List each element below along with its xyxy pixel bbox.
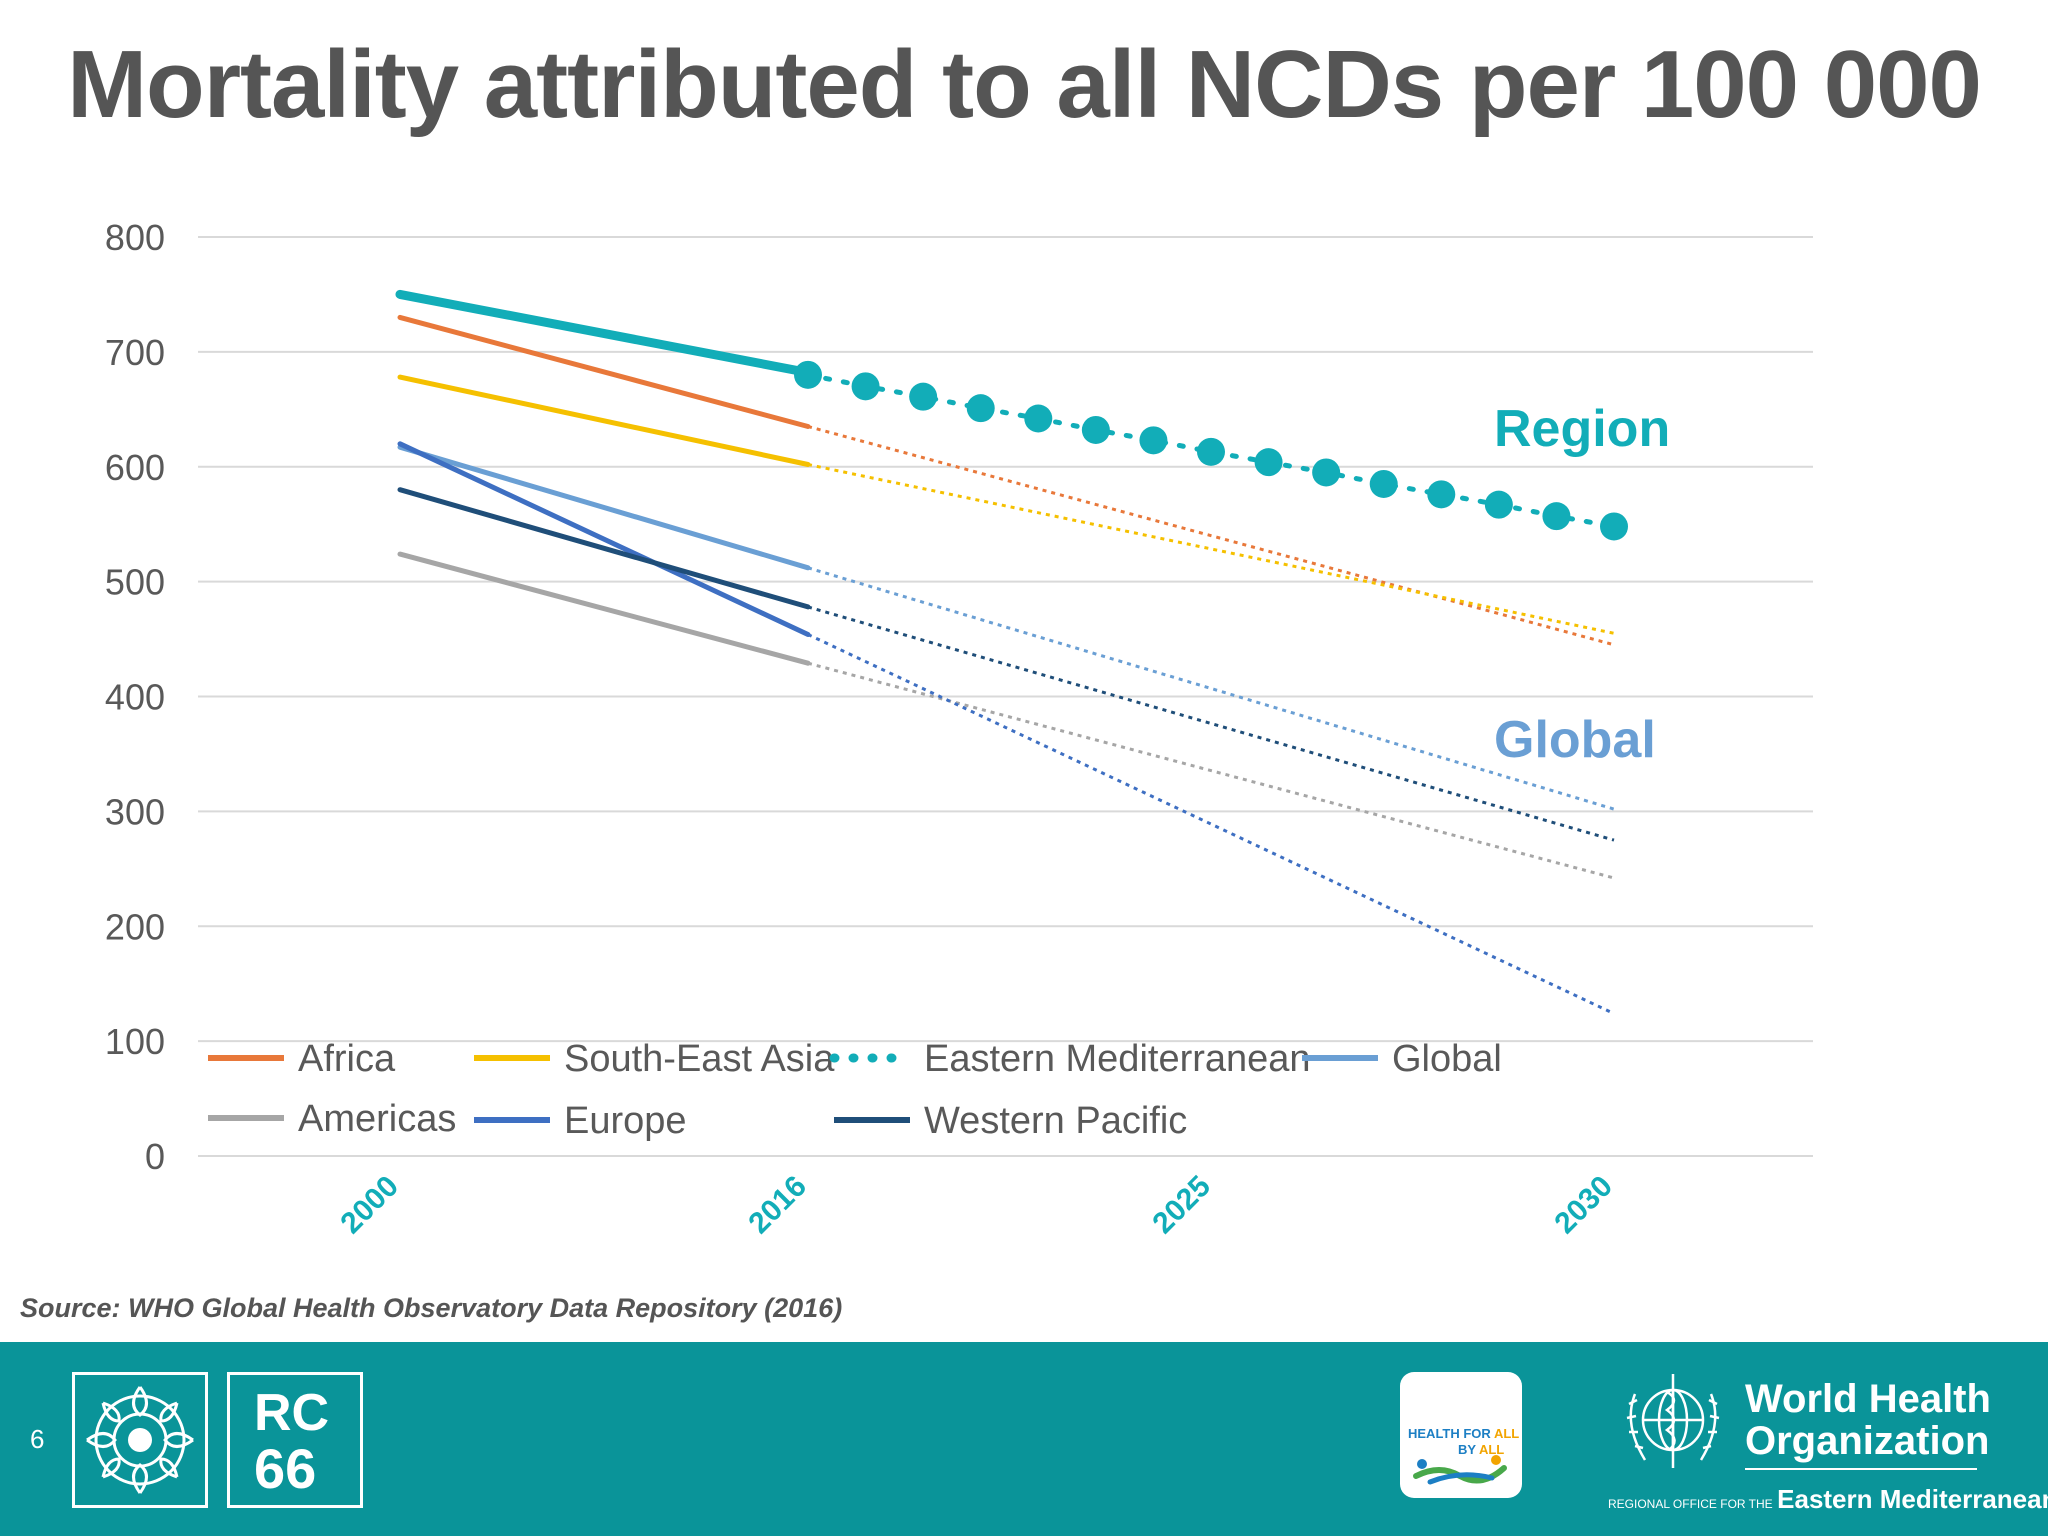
series-eastern-mediterranean-point	[909, 382, 938, 411]
emblem-icon	[86, 1386, 194, 1494]
x-axis-ticks: 2000 2016 2025 2030	[334, 1170, 1619, 1241]
legend-label-south-east-asia: South-East Asia	[564, 1038, 835, 1080]
legend-label-africa: Africa	[298, 1038, 396, 1080]
regional-small-text: REGIONAL OFFICE FOR THE	[1608, 1497, 1773, 1511]
y-tick-label: 100	[105, 1021, 165, 1062]
legend-label-eastern-mediterranean: Eastern Mediterranean	[924, 1038, 1311, 1080]
legend-label-western-pacific: Western Pacific	[924, 1100, 1187, 1142]
series-global-observed	[397, 444, 811, 571]
legend-label-global: Global	[1392, 1038, 1502, 1080]
series-western-pacific-observed	[397, 487, 811, 610]
hfa-line1: HEALTH FOR ALL	[1408, 1426, 1520, 1441]
series-africa-projected	[807, 425, 1615, 647]
people-icon	[1413, 1455, 1507, 1485]
series-eastern-mediterranean-point	[794, 360, 822, 389]
regional-big-text: Eastern Mediterranean	[1777, 1484, 2048, 1514]
y-tick-label: 600	[105, 447, 165, 488]
series-europe-projected	[807, 633, 1615, 1015]
hfa-line2: BY ALL	[1458, 1442, 1505, 1457]
y-tick-label: 800	[105, 217, 165, 258]
x-tick-label: 2000	[334, 1170, 405, 1241]
chart-legend: Africa South-East Asia Eastern Mediterrane…	[208, 1038, 1502, 1142]
who-regional-office: REGIONAL OFFICE FOR THE Eastern Mediterr…	[1608, 1484, 2048, 1515]
slide-number: 6	[30, 1424, 45, 1454]
series-americas-projected	[807, 661, 1615, 880]
series-eastern-mediterranean-observed	[395, 289, 813, 378]
series-eastern-mediterranean-point	[1312, 458, 1341, 487]
series-eastern-mediterranean-point	[1369, 469, 1398, 498]
y-tick-label: 500	[105, 562, 165, 603]
rc-logo-line2: 66	[254, 1437, 317, 1500]
series-eastern-mediterranean-point	[966, 394, 995, 423]
slide-title: Mortality attributed to all NCDs per 100…	[67, 31, 1982, 138]
series-eastern-mediterranean-point	[1254, 448, 1283, 477]
who-divider	[1745, 1468, 1977, 1470]
health-for-all-logo: HEALTH FOR ALL BY ALL	[1400, 1372, 1522, 1498]
y-tick-label: 200	[105, 906, 165, 947]
y-tick-label: 400	[105, 677, 165, 718]
series-eastern-mediterranean-projected	[805, 372, 1617, 529]
series-europe-observed	[397, 441, 811, 637]
series-south-east-asia-projected	[807, 463, 1615, 635]
x-tick-label: 2025	[1146, 1170, 1217, 1241]
chart-series	[395, 289, 1628, 1015]
series-americas-observed	[397, 551, 811, 666]
legend-label-americas: Americas	[298, 1098, 456, 1140]
footer-bar: 6 RC 66 HEALTH FOR ALL BY ALL	[0, 1342, 2048, 1536]
series-eastern-mediterranean-point	[851, 372, 880, 401]
x-tick-label: 2030	[1548, 1170, 1619, 1241]
rc66-emblem-logo	[72, 1372, 208, 1508]
source-note: Source: WHO Global Health Observatory Da…	[20, 1293, 843, 1323]
series-south-east-asia-observed	[397, 374, 811, 467]
x-tick-label: 2016	[742, 1170, 813, 1241]
series-eastern-mediterranean-point	[1427, 480, 1456, 509]
y-tick-label: 300	[105, 791, 165, 832]
series-africa-observed	[397, 314, 811, 429]
series-eastern-mediterranean-point	[1139, 426, 1168, 455]
series-eastern-mediterranean-point	[1600, 512, 1628, 541]
rc66-logo: RC 66	[227, 1372, 363, 1508]
y-axis-ticks: 0 100 200 300 400 500 600 700 800	[105, 217, 165, 1177]
who-name-line1: World Health	[1745, 1377, 1991, 1421]
rc-logo-line1: RC	[254, 1384, 330, 1442]
series-eastern-mediterranean-point	[1197, 437, 1225, 466]
y-tick-label: 700	[105, 332, 165, 373]
who-name: World Health Organization	[1745, 1378, 1991, 1462]
series-eastern-mediterranean-point	[1081, 415, 1110, 444]
chart-annotations: Region Global	[1494, 400, 1670, 769]
legend-label-europe: Europe	[564, 1100, 687, 1142]
annotation-label: Region	[1494, 400, 1670, 458]
who-name-line2: Organization	[1745, 1419, 1990, 1463]
series-global-projected	[807, 566, 1615, 811]
series-eastern-mediterranean-point	[1484, 490, 1513, 519]
y-tick-label: 0	[145, 1136, 165, 1177]
who-emblem-icon	[1626, 1374, 1720, 1468]
chart-gridlines	[198, 236, 1813, 1157]
annotation-label: Global	[1494, 711, 1656, 769]
series-eastern-mediterranean-point	[1024, 404, 1053, 433]
series-eastern-mediterranean-point	[1542, 502, 1571, 531]
